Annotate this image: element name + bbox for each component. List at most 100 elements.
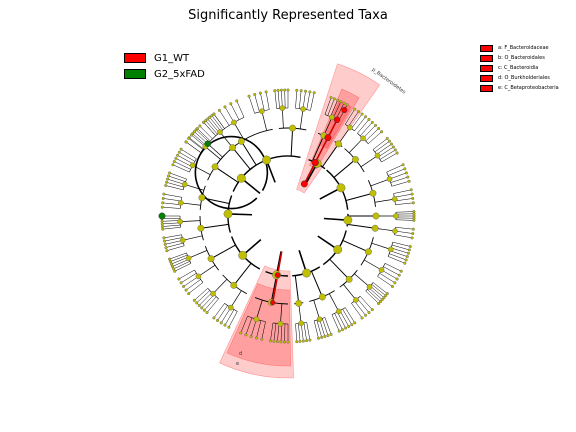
- taxon-node: [377, 302, 381, 306]
- taxon-node: [369, 189, 377, 197]
- branch: [395, 219, 414, 221]
- branch: [365, 290, 379, 304]
- taxon-node: [212, 112, 216, 116]
- taxon-node: [399, 269, 403, 273]
- taxon-node: [332, 97, 336, 101]
- taxon-node: [272, 339, 276, 343]
- branch: [260, 93, 265, 111]
- branch: [311, 135, 325, 162]
- branch: [378, 146, 394, 158]
- branch: [345, 192, 374, 201]
- branch: [277, 323, 280, 342]
- branch: [322, 143, 339, 168]
- taxon-node: [258, 91, 262, 95]
- branch: [173, 261, 191, 270]
- branch: [166, 245, 185, 251]
- enriched-branch: [303, 162, 316, 185]
- taxon-node: [165, 180, 169, 184]
- branch: [270, 274, 278, 303]
- taxon-node: [344, 326, 348, 330]
- taxon-node: [345, 275, 353, 283]
- taxon-node: [353, 107, 357, 111]
- taxon-node: [407, 248, 411, 252]
- branch: [347, 223, 376, 229]
- branch: [230, 103, 240, 120]
- taxon-node: [333, 245, 343, 254]
- branch: [233, 122, 245, 140]
- branch: [254, 94, 260, 112]
- branch: [165, 185, 184, 191]
- taxon-node: [395, 277, 399, 281]
- taxon-node: [386, 176, 393, 182]
- taxon-node: [282, 340, 286, 344]
- branch: [205, 120, 218, 135]
- taxon-node: [235, 99, 239, 103]
- branch: [162, 227, 181, 230]
- taxon-node: [198, 194, 206, 202]
- taxon-node: [195, 301, 199, 305]
- taxon-node: [329, 96, 333, 100]
- branch: [333, 101, 342, 119]
- branch: [224, 106, 235, 123]
- branch: [196, 290, 210, 304]
- branch: [371, 284, 386, 296]
- taxon-node: [202, 308, 206, 312]
- taxon-node: [172, 160, 176, 164]
- branch: [179, 152, 195, 162]
- taxon-node: [167, 174, 171, 178]
- branch: [368, 131, 382, 144]
- branch: [299, 90, 302, 109]
- taxon-node: [279, 88, 283, 92]
- branch: [240, 316, 248, 333]
- taxon-node: [163, 239, 167, 243]
- taxon-node: [378, 300, 382, 304]
- taxa-swatch: [480, 44, 493, 52]
- taxon-node: [181, 181, 188, 188]
- branch: [265, 91, 270, 110]
- taxon-node: [169, 260, 173, 264]
- branch: [313, 300, 320, 320]
- taxon-node: [187, 136, 191, 140]
- taxon-node: [176, 153, 180, 157]
- taxon-node: [411, 201, 415, 205]
- group-label-5xfad: G2_5xFAD: [154, 68, 205, 80]
- taxon-node: [182, 284, 186, 288]
- taxon-node: [374, 152, 381, 159]
- branch: [370, 178, 390, 187]
- branch: [394, 230, 413, 234]
- branch: [390, 176, 408, 183]
- branch: [298, 323, 301, 342]
- group-swatch-5xfad: [124, 69, 146, 79]
- taxon-node: [316, 316, 323, 323]
- branch: [379, 149, 396, 160]
- branch: [200, 223, 229, 229]
- branch: [240, 141, 257, 166]
- branch: [381, 269, 398, 280]
- branch: [185, 141, 201, 153]
- taxon-node: [210, 290, 216, 297]
- taxon-node: [198, 124, 202, 128]
- branch: [284, 323, 286, 342]
- branch: [162, 224, 181, 227]
- taxon-node: [197, 224, 205, 232]
- branch: [280, 303, 283, 324]
- branch: [391, 244, 410, 251]
- taxon-node: [384, 294, 388, 298]
- branch: [182, 235, 203, 241]
- taxon-node: [204, 119, 208, 123]
- branch: [163, 193, 182, 198]
- branch: [327, 98, 335, 116]
- taxa-label: c: C_Bacteroidia: [498, 65, 539, 71]
- taxon-node: [350, 323, 354, 327]
- enriched-node-wt: [311, 158, 319, 167]
- branch: [199, 292, 213, 306]
- taxon-node: [286, 340, 290, 344]
- branch: [175, 158, 193, 167]
- taxon-node: [217, 129, 223, 135]
- taxon-node: [212, 316, 216, 320]
- taxon-node: [343, 215, 353, 225]
- taxon-node: [189, 162, 196, 169]
- branch: [236, 100, 245, 118]
- taxon-node: [207, 255, 215, 263]
